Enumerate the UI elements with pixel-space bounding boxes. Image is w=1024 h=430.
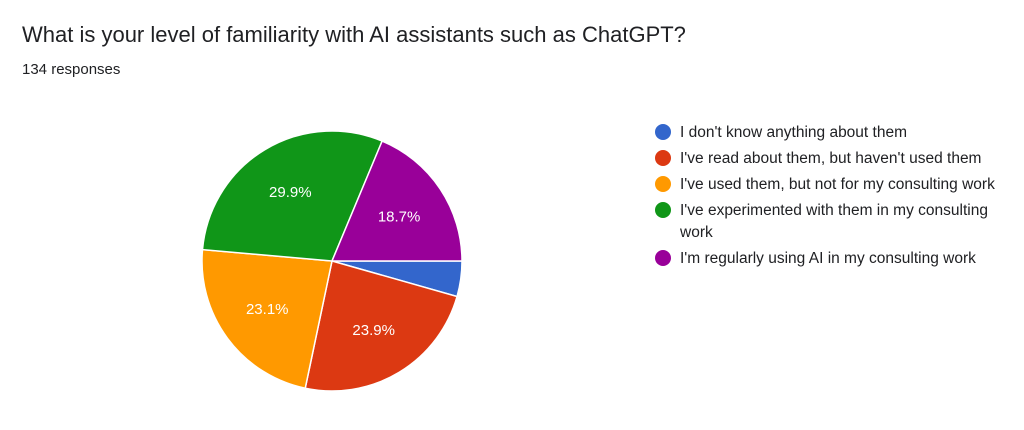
slice-percentage-label: 23.1% xyxy=(246,301,289,318)
pie-slice[interactable] xyxy=(201,248,333,390)
legend-label: I've used them, but not for my consultin… xyxy=(680,176,995,193)
legend-swatch-icon xyxy=(655,124,671,140)
legend-item[interactable]: I don't know anything about them xyxy=(655,122,995,144)
pie-slice[interactable] xyxy=(330,140,463,262)
legend-label: I'm regularly using AI in my consulting … xyxy=(680,250,976,267)
response-count: 134 responses xyxy=(22,61,121,78)
slice-percentage-label: 23.9% xyxy=(352,322,395,339)
legend-swatch-icon xyxy=(655,202,671,218)
legend-item[interactable]: I've used them, but not for my consultin… xyxy=(655,174,995,196)
chart-legend: I don't know anything about them I've re… xyxy=(655,122,995,274)
legend-label: I don't know anything about them xyxy=(680,124,907,141)
pie-chart: 23.9% 23.1% 29.9% 18.7% xyxy=(196,125,468,397)
legend-item[interactable]: I've experimented with them in my consul… xyxy=(655,200,995,244)
legend-swatch-icon xyxy=(655,176,671,192)
chart-title: What is your level of familiarity with A… xyxy=(22,22,686,47)
pie-slice[interactable] xyxy=(304,260,458,392)
pie-chart-svg: 23.9% 23.1% 29.9% 18.7% xyxy=(201,130,463,392)
slice-percentage-label: 18.7% xyxy=(378,208,421,225)
legend-label: I've experimented with them in my consul… xyxy=(680,202,988,241)
legend-item[interactable]: I've read about them, but haven't used t… xyxy=(655,148,995,170)
pie-slice[interactable] xyxy=(201,130,384,262)
legend-item[interactable]: I'm regularly using AI in my consulting … xyxy=(655,248,995,270)
slice-percentage-label: 29.9% xyxy=(269,184,312,201)
legend-swatch-icon xyxy=(655,150,671,166)
legend-label: I've read about them, but haven't used t… xyxy=(680,150,982,167)
legend-swatch-icon xyxy=(655,250,671,266)
